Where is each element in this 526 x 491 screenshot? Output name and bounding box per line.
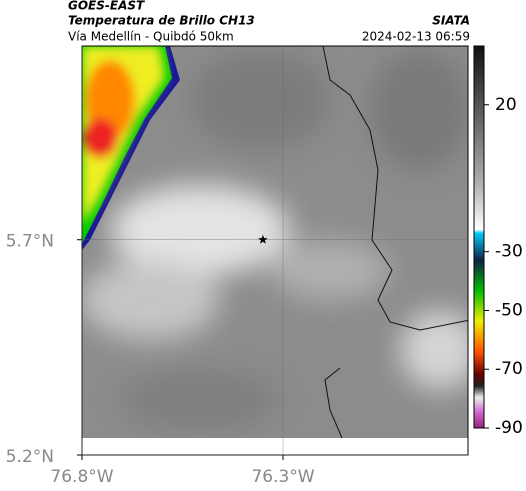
- y-tick-label: 5.2°N: [6, 447, 54, 467]
- subtitle: Temperatura de Brillo CH13: [68, 14, 255, 28]
- x-tick-label: 76.8°W: [50, 467, 113, 487]
- timestamp: 2024-02-13 06:59: [362, 30, 470, 44]
- title: GOES-EAST: [68, 0, 145, 13]
- colorbar-label: 20: [495, 95, 517, 115]
- colorbar-label: -70: [495, 359, 523, 379]
- colorbar-label: -30: [495, 242, 523, 262]
- location-marker: [258, 234, 268, 244]
- colorbar-label: -50: [495, 300, 523, 320]
- route: Vía Medellín - Quibdó 50km: [68, 30, 234, 44]
- colorbar: [473, 45, 485, 429]
- x-tick-label: 76.3°W: [251, 467, 314, 487]
- y-tick-label: 5.7°N: [6, 232, 54, 252]
- satellite-image: [82, 46, 468, 438]
- source: SIATA: [432, 14, 470, 28]
- colorbar-label: -90: [495, 418, 523, 438]
